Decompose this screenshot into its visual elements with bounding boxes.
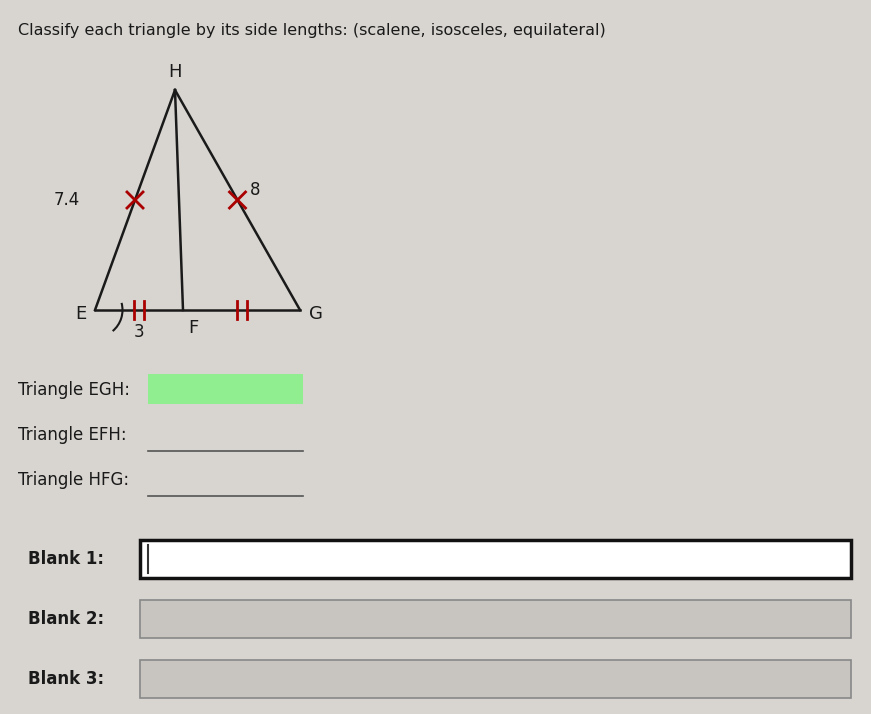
Text: Blank 1:: Blank 1:	[28, 550, 104, 568]
FancyBboxPatch shape	[140, 600, 851, 638]
Text: F: F	[188, 319, 198, 337]
Text: Classify each triangle by its side lengths: (scalene, isosceles, equilateral): Classify each triangle by its side lengt…	[18, 23, 605, 38]
Text: Blank 3:: Blank 3:	[28, 670, 105, 688]
FancyBboxPatch shape	[140, 540, 851, 578]
Text: H: H	[168, 63, 182, 81]
Text: Triangle HFG:: Triangle HFG:	[18, 471, 129, 489]
Text: Triangle EFH:: Triangle EFH:	[18, 426, 126, 444]
Text: E: E	[76, 305, 86, 323]
Text: 3: 3	[133, 323, 145, 341]
Text: G: G	[309, 305, 323, 323]
FancyBboxPatch shape	[148, 374, 303, 404]
Text: 7.4: 7.4	[54, 191, 80, 209]
Text: Blank 2:: Blank 2:	[28, 610, 105, 628]
Text: Triangle EGH:: Triangle EGH:	[18, 381, 130, 399]
Text: 8: 8	[250, 181, 260, 199]
FancyBboxPatch shape	[140, 660, 851, 698]
